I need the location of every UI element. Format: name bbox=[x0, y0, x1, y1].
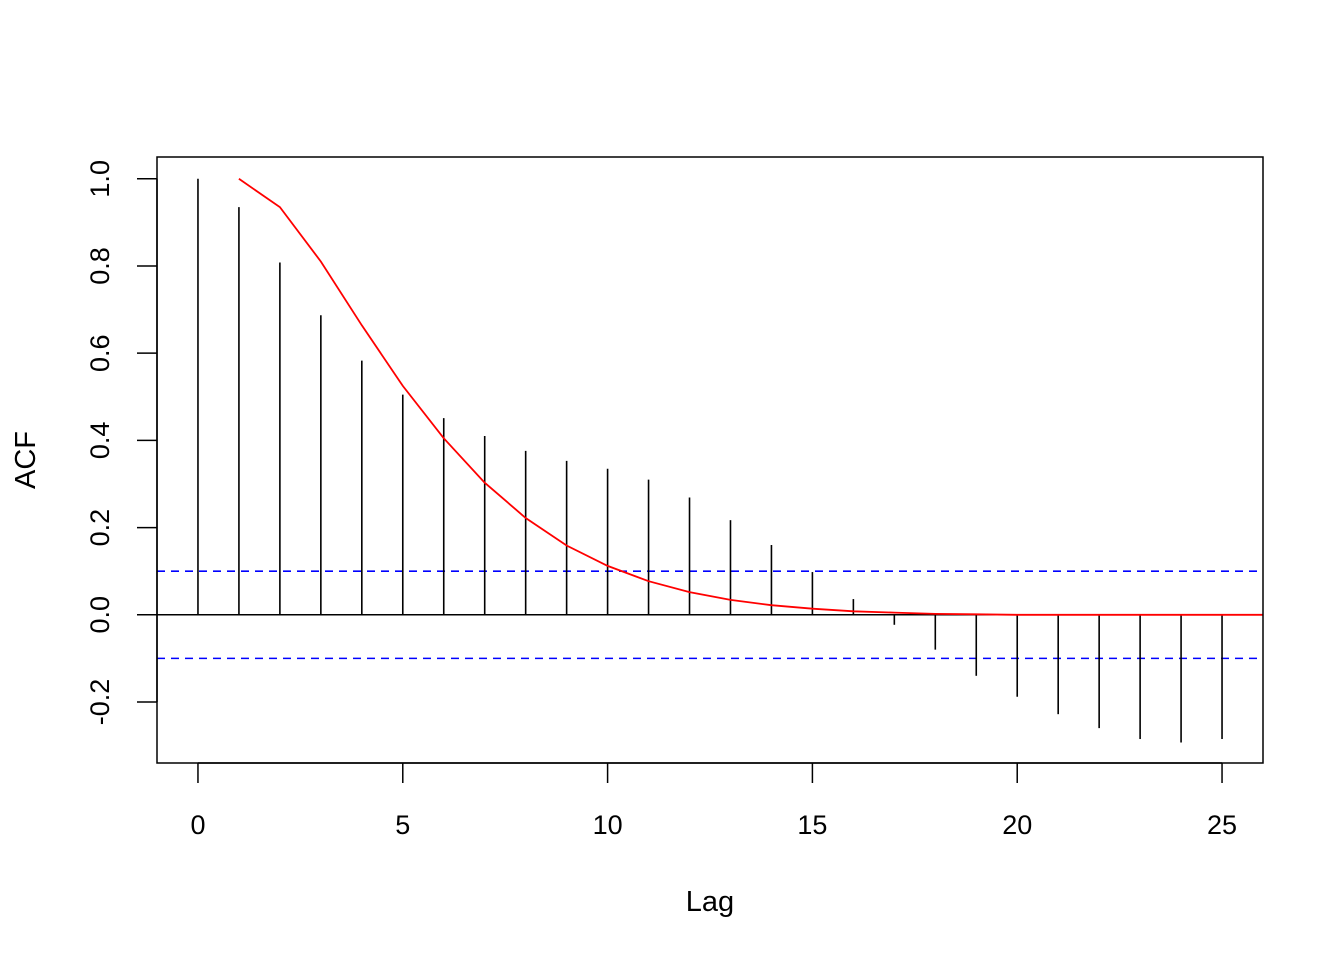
x-tick-label: 10 bbox=[593, 810, 623, 840]
x-axis-label: Lag bbox=[686, 886, 734, 918]
acf-spikes bbox=[197, 178, 1223, 743]
x-tick-label: 15 bbox=[797, 810, 827, 840]
y-tick-label: 1.0 bbox=[85, 160, 115, 198]
fitted-curve bbox=[238, 178, 1263, 616]
fitted-curve-line bbox=[238, 178, 1263, 616]
x-tick-label: 5 bbox=[395, 810, 410, 840]
y-axis-label: ACF bbox=[10, 431, 42, 489]
x-tick-label: 25 bbox=[1207, 810, 1237, 840]
y-axis: -0.2 0.0 0.2 0.4 0.6 0.8 1.0 bbox=[85, 160, 158, 726]
y-tick-label: 0.2 bbox=[85, 509, 115, 547]
y-tick-label: -0.2 bbox=[85, 679, 115, 726]
x-tick-label: 20 bbox=[1002, 810, 1032, 840]
plot-frame bbox=[156, 156, 1264, 764]
x-tick-label: 0 bbox=[190, 810, 205, 840]
y-tick-label: 0.4 bbox=[85, 422, 115, 460]
y-tick-label: 0.6 bbox=[85, 334, 115, 372]
y-tick-label: 0.0 bbox=[85, 596, 115, 634]
y-tick-label: 0.8 bbox=[85, 247, 115, 285]
x-axis: 0 5 10 15 20 25 bbox=[190, 762, 1237, 840]
